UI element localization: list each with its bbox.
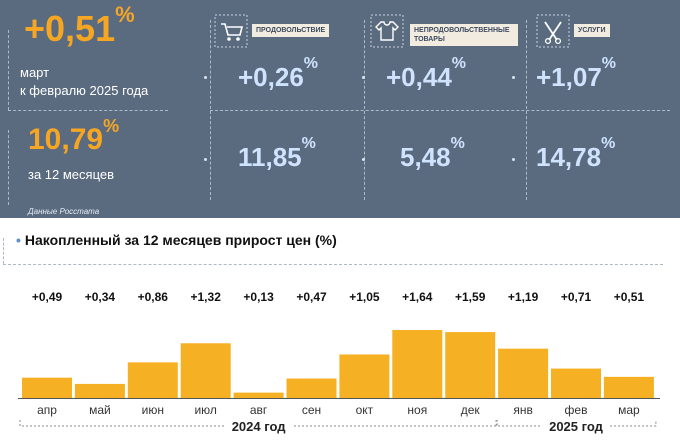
month-label: сен [302,403,321,417]
value-label: +0,49 [31,290,63,304]
month-label: авг [250,403,268,417]
month-label: май [89,403,111,417]
value-label: +0,71 [560,290,592,304]
year-label-bg [542,418,610,434]
monthly-headline-label: март к февралю 2025 года [20,65,149,98]
value-label: +0,86 [137,290,168,304]
services-monthly-value: +1,07% [536,55,617,92]
category-label-nonfood: НЕПРОДОВОЛЬСТВЕННЫЕ ТОВАРЫ [410,24,518,46]
source-note: Данные Росстата [28,207,100,216]
category-label-services: УСЛУГИ [574,24,610,37]
month-label: ноя [407,403,427,417]
annual-headline-label: за 12 месяцев [28,167,115,182]
year-label: 2025 год [549,419,604,434]
divider [3,264,663,265]
value-label: +1,32 [190,290,221,304]
bar-авг [233,392,284,398]
nonfood-monthly-value: +0,44% [386,55,467,92]
value-label: +1,59 [455,290,486,304]
month-label: мар [618,403,640,417]
bar-май [74,383,125,398]
month-label: апр [37,403,57,417]
year-label-bg [224,418,293,434]
year-label: 2024 год [232,419,287,434]
chart-title: • Накопленный за 12 месяцев прирост цен (… [16,232,337,248]
divider [8,130,9,205]
bar-chart: апр май июн июл авг сен окт ноя дек янв фев мар 2024… [18,330,660,434]
annual-headline-value: 10,79% [28,116,120,156]
value-label: +0,51 [613,290,645,304]
nonfood-annual-value: 5,48% [400,135,465,172]
monthly-headline-value: +0,51% [24,2,135,49]
dot [362,76,365,79]
month-label: фев [565,403,588,417]
dot [512,76,515,79]
bar-окт [339,354,390,398]
bar-апр [22,377,72,398]
food-annual-value: 11,85% [238,135,316,172]
divider [8,30,9,110]
value-labels: +0,49 +0,34 +0,86 +1,32 +0,13 +0,47 +1,05 +1,64… [0,290,680,308]
month-label: июн [142,403,164,417]
bar-дек [445,332,496,398]
dot [512,158,515,161]
dot [204,76,207,79]
shopping-cart-icon [214,14,248,48]
bar-янв [498,348,549,398]
bar-фев [551,368,601,398]
value-label: +0,34 [84,290,116,304]
dot [204,158,207,161]
summary-panel [0,0,680,218]
month-label: янв [513,403,533,417]
category-label-food: ПРОДОВОЛЬСТВИЕ [252,24,330,37]
month-label: июл [194,403,216,417]
food-monthly-value: +0,26% [238,55,319,92]
divider [3,238,4,264]
value-label: +1,64 [402,290,433,304]
divider [8,110,168,111]
bar-мар [603,376,654,398]
dot [362,158,365,161]
bar-июл [180,343,231,398]
value-label: +1,05 [349,290,380,304]
bar-ноя [392,330,443,398]
value-label: +0,13 [243,290,274,304]
bar-сен [286,378,337,398]
clothing-icon [370,14,404,48]
month-label: дек [461,403,481,417]
services-annual-value: 14,78% [536,135,616,172]
tools-icon [536,14,570,48]
value-label: +1,19 [507,290,539,304]
value-label: +0,47 [296,290,327,304]
divider [210,110,670,111]
month-label: окт [356,403,374,417]
bar-июн [127,362,178,398]
